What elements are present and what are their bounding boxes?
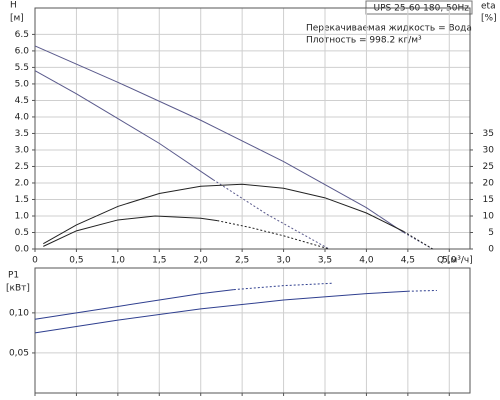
y-tick-label: 0.5 [15, 228, 29, 238]
y-tick-label: 2.5 [15, 162, 29, 172]
annotation: Плотность = 998.2 кг/м³ [306, 36, 422, 46]
x-tick-label: 5,0 [442, 256, 457, 266]
x-tick-label: 3,5 [318, 256, 332, 266]
y-tick-label: 0.0 [15, 245, 30, 255]
y-axis-label: H [10, 1, 17, 11]
curve [217, 220, 330, 250]
annotation: Перекачиваемая жидкость = Вода [306, 24, 472, 34]
x-tick-label: 1,0 [111, 256, 126, 266]
curve [212, 179, 330, 250]
y-axis-unit: [кВт] [6, 284, 30, 294]
y-tick-label: 3.0 [15, 145, 30, 155]
y2-tick-label: 25 [483, 162, 494, 172]
y-axis-unit: [м] [10, 14, 24, 24]
y2-tick-label: 35 [483, 129, 494, 139]
y-tick-label: 1.0 [15, 211, 30, 221]
y-tick-label: 2.0 [15, 178, 30, 188]
x-tick-label: 0 [32, 256, 38, 266]
curve [407, 289, 437, 292]
x-tick-label: 2,5 [235, 256, 249, 266]
y-tick-label: 1.5 [15, 195, 29, 205]
plot-frame [34, 267, 471, 394]
y-tick-label: 6.0 [15, 46, 30, 56]
curve [34, 45, 404, 233]
y-tick-label: 5.5 [15, 63, 29, 73]
y2-tick-label: 0 [488, 245, 494, 255]
curve [34, 289, 234, 320]
y2-tick-label: 15 [483, 195, 494, 205]
y2-tick-label: 5 [488, 228, 494, 238]
curve [233, 282, 334, 291]
y-tick-label: 0,05 [9, 348, 29, 358]
curve [34, 290, 408, 334]
y-tick-label: 4.5 [15, 96, 29, 106]
x-axis-label: Q [м³/ч] [437, 256, 473, 266]
y2-tick-label: 30 [483, 145, 495, 155]
y-axis-label: P1 [8, 271, 19, 281]
y2-tick-label: 10 [483, 211, 495, 221]
x-tick-label: 2,0 [194, 256, 209, 266]
curve [43, 183, 404, 245]
y-tick-label: 0,10 [9, 308, 29, 318]
curve [34, 70, 214, 181]
x-tick-label: 1,5 [152, 256, 166, 266]
y-tick-label: 4.0 [15, 112, 30, 122]
curve [43, 215, 218, 247]
y2-axis-label: eta [481, 2, 496, 12]
x-tick-label: 3,0 [276, 256, 291, 266]
x-tick-label: 4,0 [359, 256, 374, 266]
y-tick-label: 6.5 [15, 30, 29, 40]
plot-frame [34, 7, 471, 250]
y2-axis-unit: [%] [481, 14, 497, 24]
y-tick-label: 3.5 [15, 129, 29, 139]
curve [403, 231, 433, 250]
y-tick-label: 5.0 [15, 79, 30, 89]
x-tick-label: 4,5 [401, 256, 415, 266]
y2-tick-label: 20 [483, 178, 495, 188]
x-tick-label: 0,5 [69, 256, 83, 266]
